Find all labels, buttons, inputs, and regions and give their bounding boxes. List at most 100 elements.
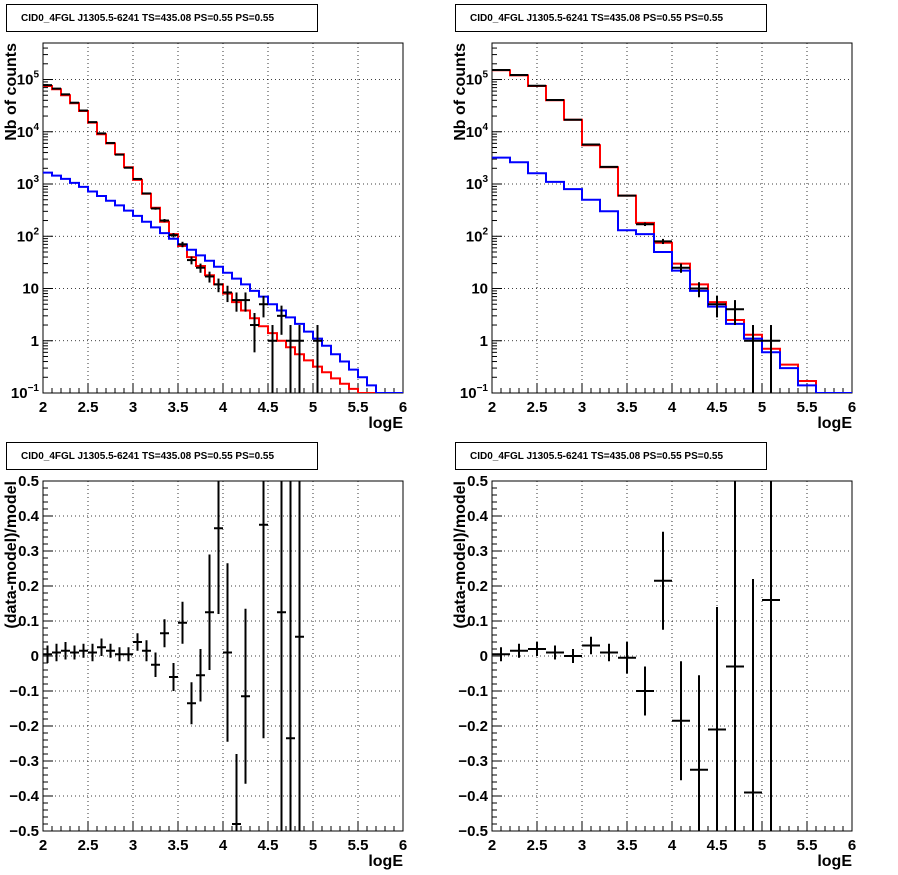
x-tick-label: 2.5	[78, 399, 99, 416]
y-tick-label: 1	[480, 333, 488, 350]
y-tick-label: 104	[466, 122, 489, 141]
data-point	[313, 325, 322, 393]
data-point	[151, 652, 160, 677]
data-point	[160, 619, 169, 648]
data-point	[726, 300, 744, 326]
x-tick-label: 5	[309, 399, 317, 416]
x-tick-label: 5	[758, 399, 766, 416]
data-point	[762, 481, 780, 831]
x-tick-label: 2.5	[78, 837, 99, 854]
x-tick-label: 6	[399, 837, 407, 854]
x-tick-label: 4.5	[258, 837, 279, 854]
chart-panel: 2 2.5 3 3.5 4 4.5 5 5.5 6 10−1 1 10 102 103 104 105 logE…	[452, 42, 856, 432]
y-tick-label: 102	[466, 226, 489, 245]
histogram-line	[492, 156, 852, 393]
data-point	[286, 325, 295, 393]
data-point	[169, 663, 178, 691]
x-tick-label: 4	[668, 837, 677, 854]
data-point	[654, 531, 672, 630]
data-point	[187, 682, 196, 725]
y-tick-label: 1	[31, 333, 39, 350]
histogram-line	[43, 171, 403, 393]
data-point	[259, 481, 268, 739]
data-point	[106, 643, 115, 658]
chart-panel: 2 2.5 3 3.5 4 4.5 5 5.5 6 −0.5 −0.4 −0.3 −0.2 −0.1 0 0.…	[452, 473, 856, 870]
data-point	[259, 295, 268, 318]
y-axis-label: Nb of counts	[452, 43, 469, 141]
data-point	[708, 607, 726, 831]
data-point	[241, 292, 250, 312]
data-point	[88, 643, 97, 662]
data-point	[672, 263, 690, 273]
y-tick-label: −0.3	[458, 753, 488, 770]
data-point	[178, 601, 187, 644]
x-tick-label: 4	[668, 399, 677, 416]
x-tick-label: 3	[129, 837, 137, 854]
panel-title: CID0_4FGL J1305.5-6241 TS=435.08 PS=0.55…	[455, 4, 767, 32]
data-point	[636, 666, 654, 716]
y-tick-label: 0.2	[18, 578, 39, 595]
x-tick-label: 3	[578, 837, 586, 854]
y-tick-label: 0.2	[467, 578, 488, 595]
x-axis-label: logE	[817, 415, 852, 432]
x-tick-label: 3	[578, 399, 586, 416]
data-point	[214, 481, 223, 614]
x-tick-label: 3.5	[168, 399, 189, 416]
data-point	[169, 233, 178, 238]
x-tick-label: 5.5	[348, 399, 369, 416]
data-point	[133, 633, 142, 651]
x-tick-label: 6	[848, 837, 856, 854]
data-layer	[43, 84, 403, 393]
y-tick-label: 10	[22, 281, 39, 298]
data-point	[97, 638, 106, 656]
data-point	[672, 661, 690, 781]
y-axis-label: Nb of counts	[3, 43, 20, 141]
y-tick-label: 0.3	[467, 543, 488, 560]
x-tick-label: 2	[488, 837, 496, 854]
y-tick-label: 105	[17, 70, 40, 89]
y-tick-label: −0.2	[458, 718, 488, 735]
y-tick-label: 10−1	[11, 383, 40, 402]
data-point	[151, 207, 160, 210]
data-point	[115, 647, 124, 662]
data-point	[600, 643, 618, 662]
data-point	[618, 194, 636, 197]
x-tick-label: 2.5	[527, 399, 548, 416]
y-tick-label: 0.4	[18, 508, 40, 525]
data-point	[79, 643, 88, 658]
data-point	[106, 141, 115, 144]
x-tick-label: 4.5	[258, 399, 279, 416]
data-point	[232, 292, 241, 312]
x-tick-label: 6	[399, 399, 407, 416]
data-point	[546, 645, 564, 660]
y-tick-label: −0.4	[458, 788, 488, 805]
panel-title: CID0_4FGL J1305.5-6241 TS=435.08 PS=0.55…	[6, 4, 318, 32]
y-tick-label: 0.3	[18, 543, 39, 560]
x-axis-label: logE	[368, 415, 403, 432]
y-tick-label: 103	[17, 174, 40, 193]
data-point	[223, 563, 232, 742]
x-tick-label: 3.5	[617, 399, 638, 416]
y-tick-label: 10	[471, 281, 488, 298]
data-point	[52, 643, 61, 662]
data-point	[115, 153, 124, 156]
data-point	[528, 642, 546, 656]
x-axis-label: logE	[368, 853, 403, 870]
y-axis-label: (data-model)/model	[3, 481, 20, 629]
y-tick-label: 103	[466, 174, 489, 193]
x-tick-label: 2	[39, 837, 47, 854]
data-point	[744, 325, 762, 393]
data-point	[205, 554, 214, 670]
y-tick-label: −0.5	[458, 823, 488, 840]
data-layer	[43, 481, 304, 831]
data-point	[178, 241, 187, 248]
data-point	[690, 282, 708, 298]
x-tick-label: 5.5	[797, 837, 818, 854]
chart-panel: 2 2.5 3 3.5 4 4.5 5 5.5 6 10−1 1 10 102 103 104 105 logE…	[3, 42, 407, 432]
data-point	[762, 325, 780, 393]
data-point	[510, 643, 528, 658]
y-tick-label: 105	[466, 70, 489, 89]
x-tick-label: 2	[488, 399, 496, 416]
data-point	[43, 645, 52, 663]
